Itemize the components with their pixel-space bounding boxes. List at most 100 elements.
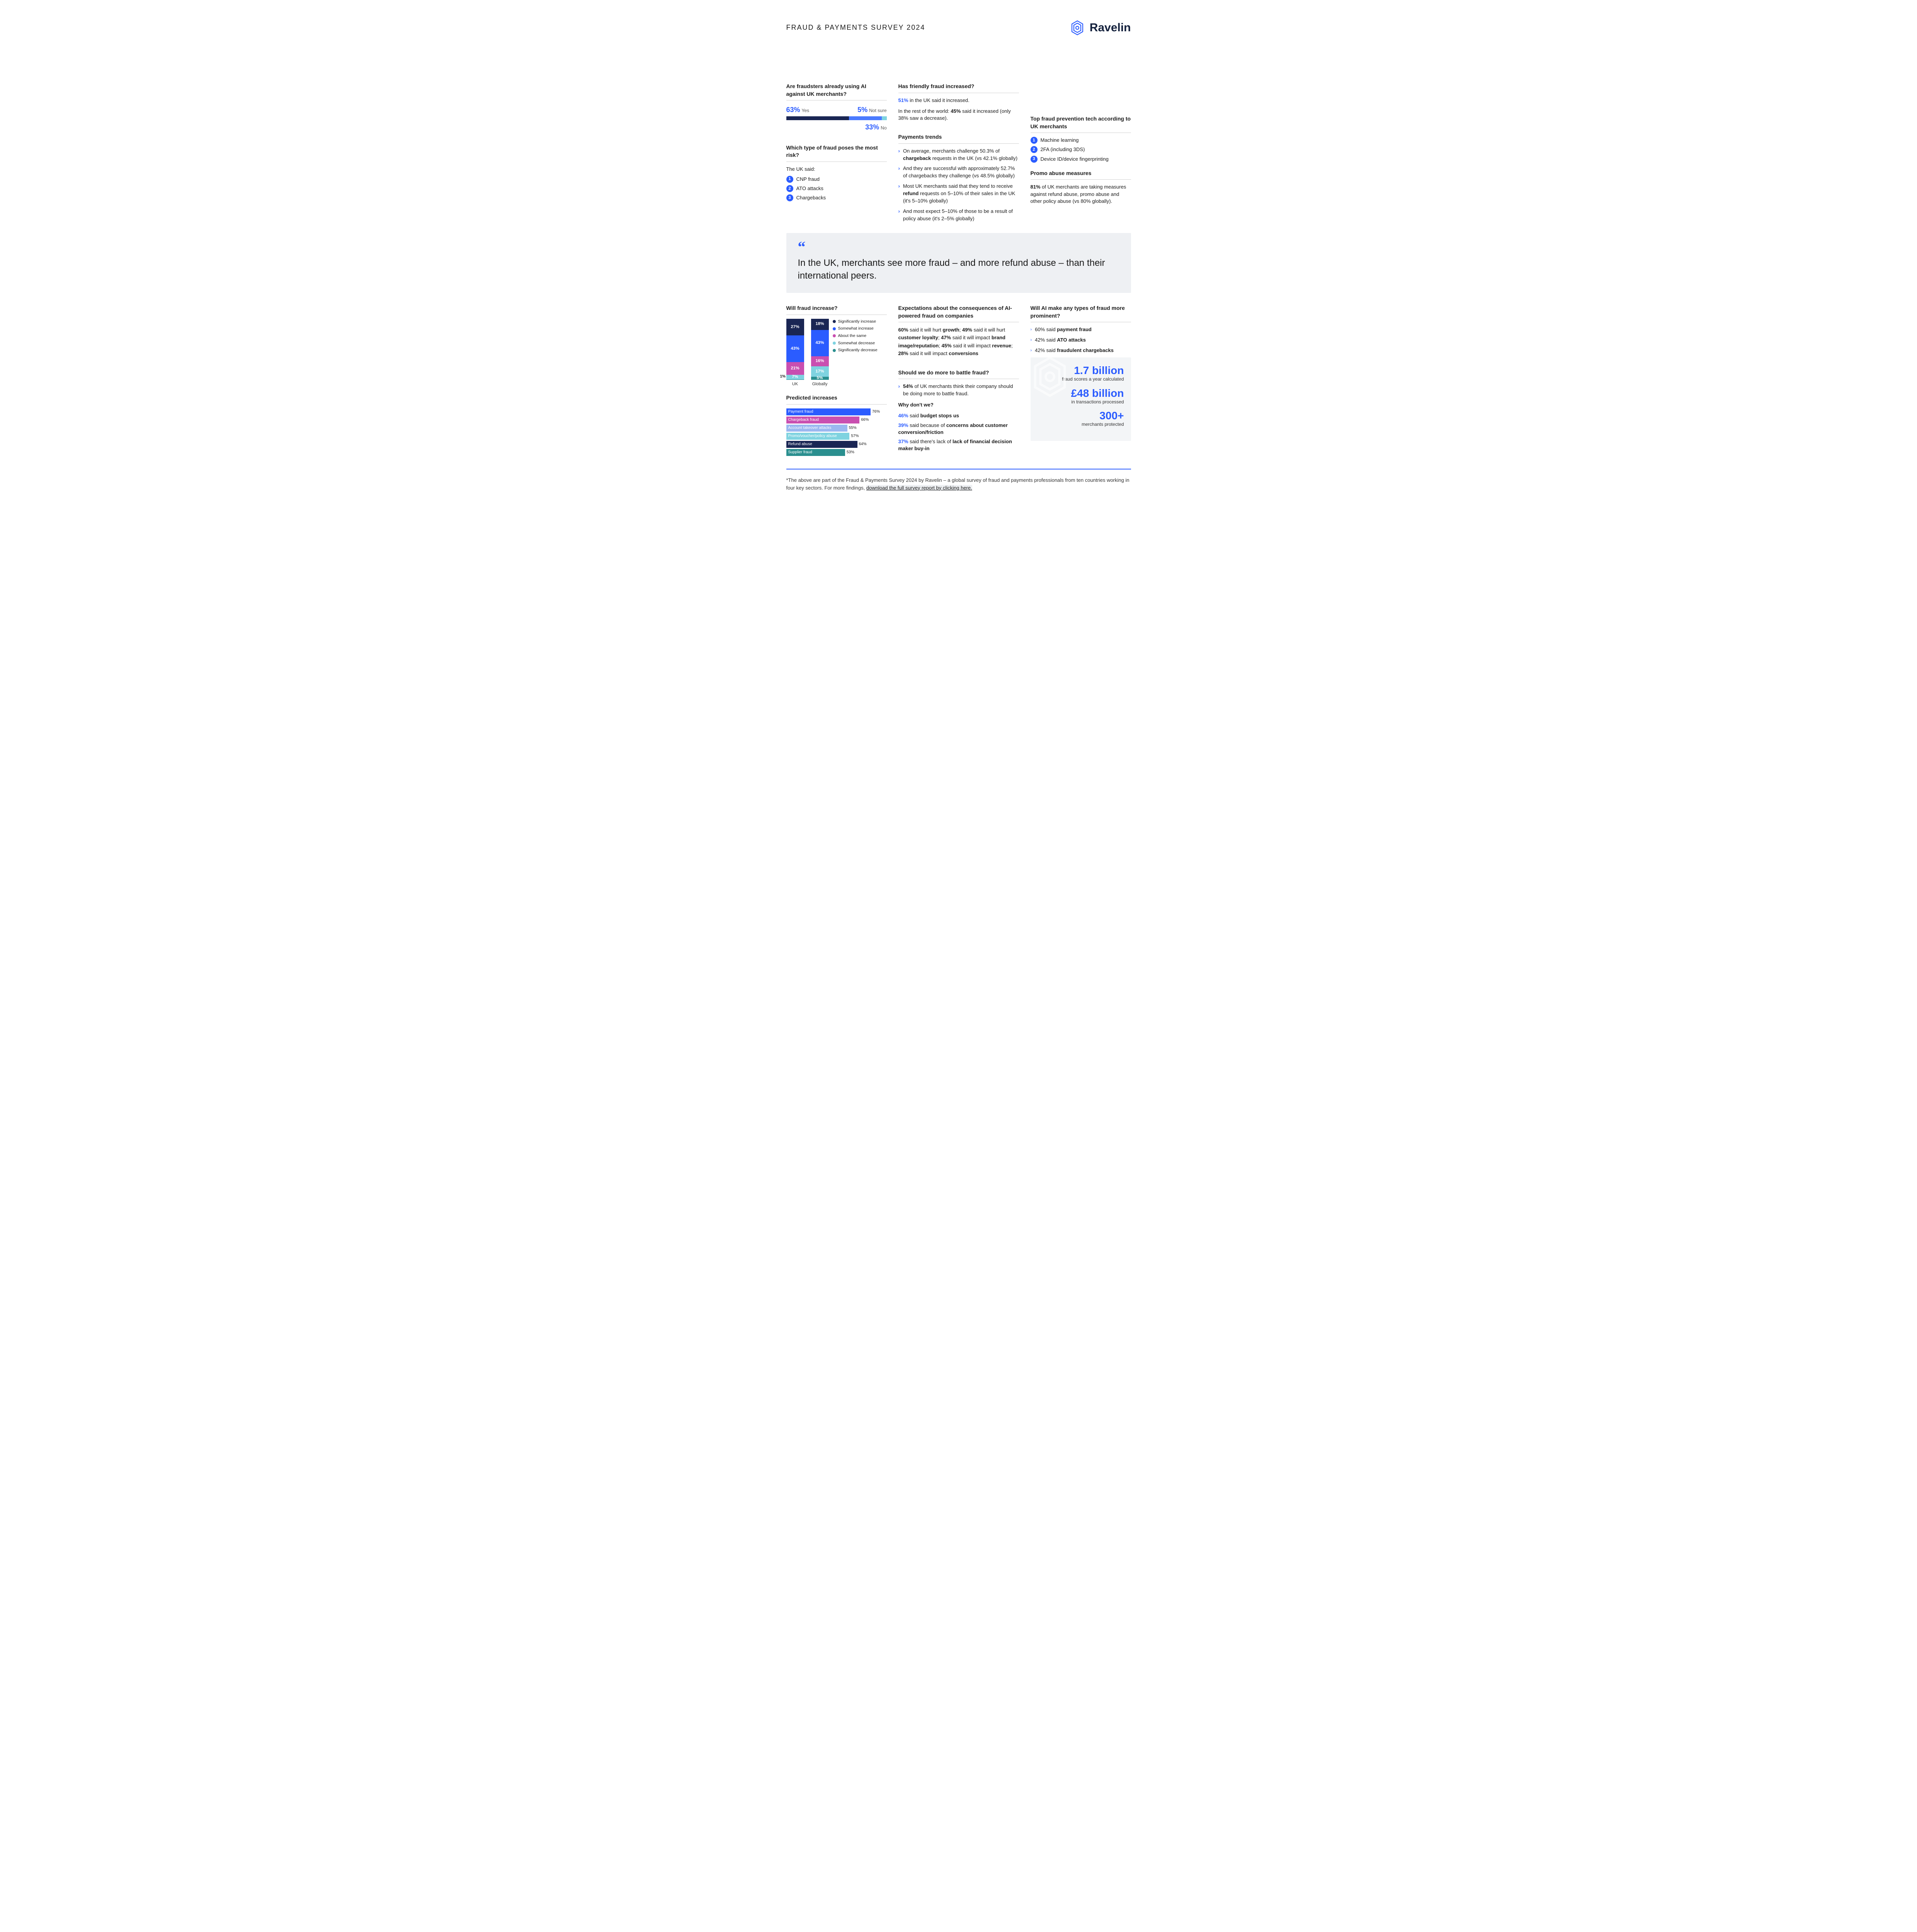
predicted-bar: Payment fraud76%: [786, 408, 875, 415]
ai-against-chart: 63%Yes 5%Not sure 33%No: [786, 105, 887, 132]
chevron-icon: ›: [1031, 327, 1032, 333]
increase-title: Will fraud increase?: [786, 304, 887, 315]
domore-title: Should we do more to battle fraud?: [898, 369, 1019, 379]
why-title: Why don't we?: [898, 401, 1019, 408]
download-report-link[interactable]: download the full survey report by click…: [866, 485, 972, 491]
risk-title: Which type of fraud poses the most risk?: [786, 144, 887, 162]
legend-item: Somewhat increase: [833, 326, 878, 332]
brand-logo: Ravelin: [1069, 19, 1131, 36]
friendly-line2: In the rest of the world: 45% said it in…: [898, 108, 1019, 122]
number-badge: 3: [786, 194, 793, 201]
domore-lead: ›54% of UK merchants think their company…: [898, 383, 1019, 398]
page-title: FRAUD & PAYMENTS SURVEY 2024: [786, 23, 925, 32]
top-sections-row: Are fraudsters already using AI against …: [786, 83, 1131, 225]
predicted-title: Predicted increases: [786, 394, 887, 405]
expectations-text: 60% said it will hurt growth; 49% said i…: [898, 326, 1019, 357]
quote-text: In the UK, merchants see more fraud – an…: [798, 257, 1119, 282]
legend-dot-icon: [833, 334, 836, 337]
ai-bar-segment-yes: [786, 116, 849, 120]
friendly-title: Has friendly fraud increased?: [898, 83, 1019, 93]
list-item: 3Device ID/device fingerprinting: [1031, 156, 1131, 163]
increase-stacked-chart: 27%43%21%7%UK18%43%16%17%5%Globally1%: [786, 319, 829, 388]
stats-panel: 1.7 billionfraud scores a year calculate…: [1031, 357, 1131, 441]
trends-item: ›Most UK merchants said that they tend t…: [898, 183, 1019, 205]
stacked-bar: 18%43%16%17%5%: [811, 319, 829, 380]
legend-item: Significantly increase: [833, 319, 878, 325]
legend-item: About the same: [833, 333, 878, 339]
reason-line: 37% said there's lack of lack of financi…: [898, 438, 1019, 452]
number-badge: 2: [1031, 146, 1038, 153]
bar-segment: 18%: [811, 319, 829, 330]
legend-dot-icon: [833, 342, 836, 345]
chevron-icon: ›: [898, 183, 900, 205]
chevron-icon: ›: [1031, 337, 1032, 344]
ai-yes-label: Yes: [802, 108, 810, 113]
risk-list: 1CNP fraud 2ATO attacks 3Chargebacks: [786, 176, 887, 202]
bottom-sections-row: Will fraud increase? 27%43%21%7%UK18%43%…: [786, 304, 1131, 457]
number-badge: 1: [786, 176, 793, 183]
ai-prominent-item: ›60% said payment fraud: [1031, 326, 1131, 333]
list-item: 22FA (including 3DS): [1031, 146, 1131, 153]
chevron-icon: ›: [898, 148, 900, 162]
promo-title: Promo abuse measures: [1031, 170, 1131, 180]
trends-item: ›On average, merchants challenge 50.3% o…: [898, 148, 1019, 162]
ai-against-title: Are fraudsters already using AI against …: [786, 83, 887, 100]
domore-reasons: 46% said budget stops us39% said because…: [898, 412, 1019, 452]
stacked-bar: 27%43%21%7%: [786, 319, 804, 380]
watermark-icon: [1031, 357, 1073, 400]
bar-segment: 21%: [786, 362, 804, 375]
page-header: FRAUD & PAYMENTS SURVEY 2024 Ravelin: [786, 19, 1131, 36]
bar-segment: [786, 379, 804, 380]
ai-ns-pct: 5%: [857, 106, 867, 114]
increase-legend: Significantly increaseSomewhat increaseA…: [833, 319, 878, 355]
predicted-bars-chart: Payment fraud76% Chargeback fraud66% Accou…: [786, 408, 875, 456]
trends-item: ›And most expect 5–10% of those to be a …: [898, 208, 1019, 223]
trends-title: Payments trends: [898, 133, 1019, 144]
trends-item: ›And they are successful with approximat…: [898, 165, 1019, 180]
number-badge: 3: [1031, 156, 1038, 163]
list-item: 3Chargebacks: [786, 194, 887, 201]
ai-prominent-item: ›42% said ATO attacks: [1031, 337, 1131, 344]
ai-no-pct: 33%: [865, 123, 879, 131]
predicted-bar: Promo/voucher/policy abuse57%: [786, 433, 875, 440]
predicted-bar: Refund abuse64%: [786, 441, 875, 448]
ai-prominent-title: Will AI make any types of fraud more pro…: [1031, 304, 1131, 322]
toptech-title: Top fraud prevention tech according to U…: [1031, 115, 1131, 133]
ai-prominent-list: ›60% said payment fraud ›42% said ATO att…: [1031, 326, 1131, 354]
trends-list: ›On average, merchants challenge 50.3% o…: [898, 148, 1019, 223]
legend-item: Significantly decrease: [833, 347, 878, 353]
bar-segment: 43%: [786, 335, 804, 362]
ai-prominent-item: ›42% said fraudulent chargebacks: [1031, 347, 1131, 354]
chevron-icon: ›: [1031, 348, 1032, 354]
predicted-bar: Supplier fraud53%: [786, 449, 875, 456]
number-badge: 2: [786, 185, 793, 192]
ai-bar-segment-ns: [882, 116, 887, 120]
list-item: 1CNP fraud: [786, 176, 887, 183]
bar-segment: 16%: [811, 356, 829, 366]
predicted-bar: Account takeover attacks55%: [786, 425, 875, 432]
list-item: 2ATO attacks: [786, 185, 887, 192]
one-percent-label: 1%: [780, 374, 786, 379]
bar-label: Globally: [812, 381, 828, 387]
footnote: *The above are part of the Fraud & Payme…: [786, 476, 1131, 492]
list-item: 1Machine learning: [1031, 137, 1131, 144]
toptech-list: 1Machine learning 22FA (including 3DS) 3De…: [1031, 137, 1131, 163]
ravelin-logo-icon: [1069, 19, 1086, 36]
legend-dot-icon: [833, 349, 836, 352]
risk-subtitle: The UK said:: [786, 166, 887, 173]
predicted-bar: Chargeback fraud66%: [786, 417, 875, 423]
stat-item: 300+merchants protected: [1038, 410, 1124, 428]
ai-bar-segment-no: [849, 116, 882, 120]
bar-segment: 5%: [811, 377, 829, 380]
bar-segment: 27%: [786, 319, 804, 335]
reason-line: 46% said budget stops us: [898, 412, 1019, 419]
ai-ns-label: Not sure: [869, 108, 886, 113]
friendly-line1: 51% in the UK said it increased.: [898, 97, 1019, 104]
pull-quote: “ In the UK, merchants see more fraud – …: [786, 233, 1131, 293]
quote-mark-icon: “: [798, 242, 1119, 252]
chevron-icon: ›: [898, 208, 900, 223]
bar-label: UK: [792, 381, 798, 387]
chevron-icon: ›: [898, 165, 900, 180]
ai-yes-pct: 63%: [786, 106, 800, 114]
legend-dot-icon: [833, 320, 836, 323]
